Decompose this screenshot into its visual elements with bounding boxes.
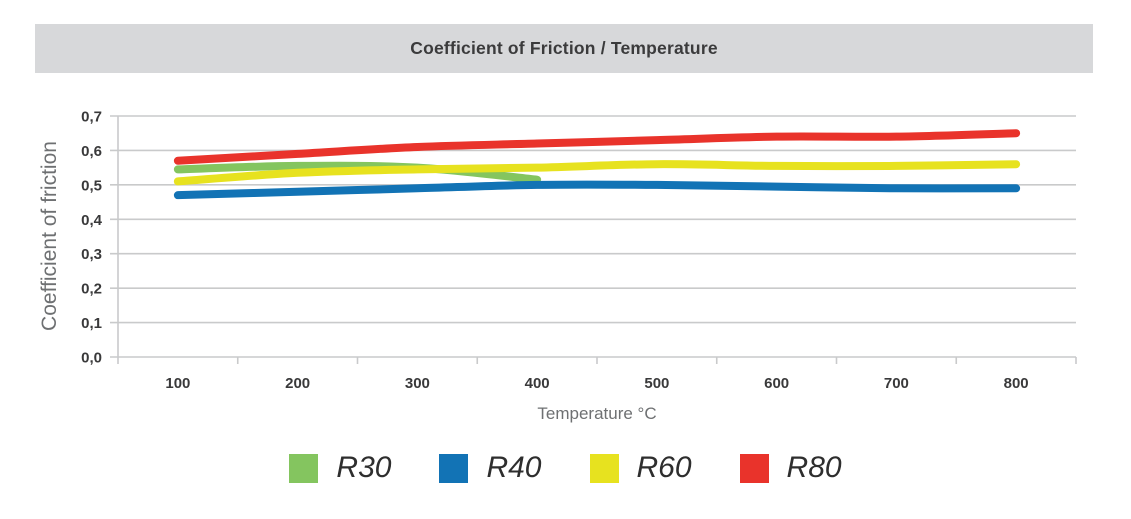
- y-tick-label: 0,5: [81, 177, 102, 194]
- x-tick-label: 400: [525, 375, 550, 392]
- legend-swatch-R60: [589, 453, 619, 483]
- series-line-R80: [173, 129, 1021, 165]
- y-tick-label: 0,4: [81, 212, 103, 229]
- legend-item-R80: R80: [739, 451, 842, 485]
- series-line-R30: [173, 161, 542, 184]
- x-axis-title: Temperature °C: [537, 404, 657, 423]
- y-tick-label: 0,7: [81, 109, 102, 126]
- series-line-R40: [173, 180, 1021, 200]
- y-tick-label: 0,6: [81, 143, 102, 160]
- y-tick-label: 0,0: [81, 350, 102, 367]
- y-tick-label: 0,2: [81, 281, 102, 298]
- legend-swatch-R30: [289, 453, 319, 483]
- series-line-R60: [173, 160, 1021, 186]
- legend-swatch-R80: [739, 453, 769, 483]
- x-tick-label: 300: [405, 375, 430, 392]
- legend-item-R30: R30: [289, 451, 391, 485]
- legend-label-R80: R80: [786, 451, 842, 484]
- x-tick-label: 200: [285, 375, 310, 392]
- x-tick-label: 700: [884, 375, 909, 392]
- legend-label-R30: R30: [336, 451, 392, 484]
- legend-item-R60: R60: [589, 451, 692, 485]
- y-tick-label: 0,3: [81, 246, 102, 263]
- legend-item-R40: R40: [439, 451, 542, 485]
- chart-title: Coefficient of Friction / Temperature: [410, 38, 718, 58]
- y-tick-label: 0,1: [81, 315, 102, 332]
- chart-title-bar: Coefficient of Friction / Temperature: [35, 24, 1093, 73]
- legend-label-R60: R60: [636, 451, 692, 484]
- legend-label-R40: R40: [486, 451, 542, 484]
- x-tick-label: 100: [165, 375, 190, 392]
- x-tick-label: 500: [644, 375, 669, 392]
- x-tick-label: 600: [764, 375, 789, 392]
- chart-legend: R30 R40 R60 R80: [0, 447, 1131, 489]
- legend-swatch-R40: [439, 453, 469, 483]
- y-axis-title: Coefficient of friction: [38, 141, 61, 331]
- x-tick-label: 800: [1004, 375, 1029, 392]
